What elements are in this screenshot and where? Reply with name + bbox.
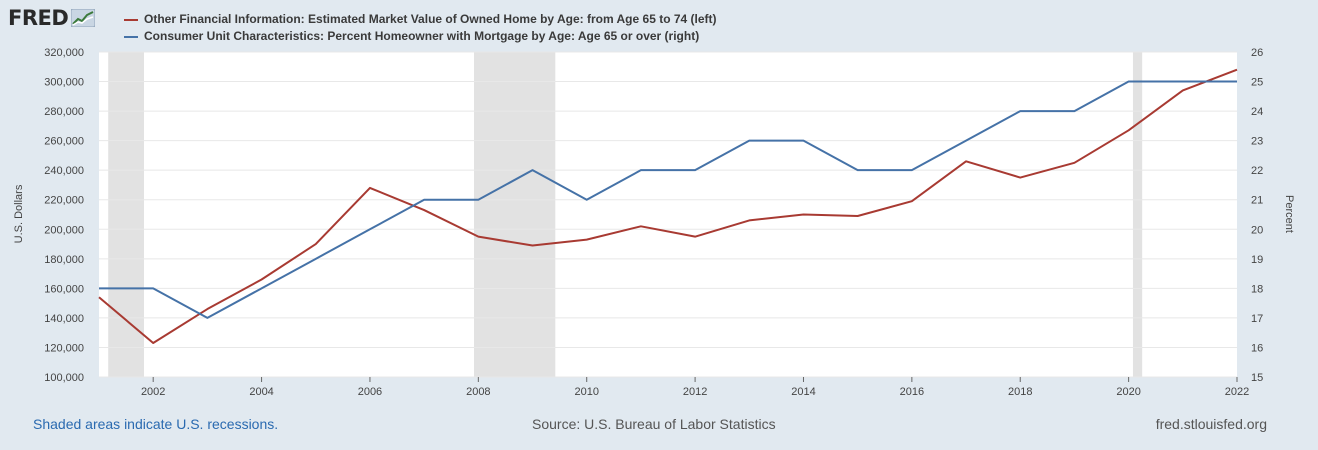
recession-band [1132, 52, 1143, 377]
x-tick-label: 2010 [574, 386, 598, 398]
x-tick-label: 2020 [1116, 386, 1140, 398]
logo-text: FRED [8, 6, 69, 30]
y-tick-label-right: 24 [1251, 106, 1263, 118]
right-axis-ticks: 15 16 17 18 19 20 21 22 23 24 25 26 [1251, 47, 1263, 384]
legend-label: Other Financial Information: Estimated M… [144, 12, 717, 26]
recession-band [108, 52, 144, 377]
legend-swatch-red [124, 18, 138, 21]
y-tick-label-right: 15 [1251, 372, 1263, 384]
y-tick-label-left: 260,000 [44, 136, 84, 148]
y-tick-label-left: 200,000 [44, 224, 84, 236]
chart: 100,000 120,000 140,000 160,000 180,000 200,0… [13, 47, 1295, 398]
y-tick-label-right: 26 [1251, 47, 1263, 59]
legend-label: Consumer Unit Characteristics: Percent H… [144, 29, 700, 43]
x-tick-label: 2004 [249, 386, 273, 398]
y-tick-label-right: 21 [1251, 195, 1263, 207]
y-tick-label-left: 160,000 [44, 283, 84, 295]
legend-swatch-blue [124, 35, 138, 38]
legend: Other Financial Information: Estimated M… [124, 11, 717, 45]
y-tick-label-left: 300,000 [44, 77, 84, 89]
y-tick-label-right: 18 [1251, 283, 1263, 295]
y-tick-label-left: 180,000 [44, 254, 84, 266]
y-tick-label-left: 280,000 [44, 106, 84, 118]
x-tick-label: 2016 [900, 386, 924, 398]
y-tick-label-right: 20 [1251, 224, 1263, 236]
y-tick-label-left: 100,000 [44, 372, 84, 384]
y-tick-label-right: 16 [1251, 342, 1263, 354]
left-axis-title: U.S. Dollars [13, 184, 25, 243]
x-tick-label: 2022 [1225, 386, 1249, 398]
x-tick-label: 2018 [1008, 386, 1032, 398]
legend-item-mortgage-percent[interactable]: Consumer Unit Characteristics: Percent H… [124, 28, 717, 45]
recession-shading [108, 52, 1143, 377]
fred-logo[interactable]: FRED [8, 6, 96, 30]
left-axis-ticks: 100,000 120,000 140,000 160,000 180,000 200,0… [44, 47, 84, 384]
source-text: Source: U.S. Bureau of Labor Statistics [532, 416, 776, 432]
y-tick-label-left: 240,000 [44, 165, 84, 177]
series-line-mortgage-percent[interactable] [99, 80, 1237, 319]
recession-band [473, 52, 556, 377]
y-tick-label-right: 25 [1251, 77, 1263, 89]
x-tick-label: 2002 [141, 386, 165, 398]
site-url[interactable]: fred.stlouisfed.org [1155, 416, 1267, 432]
legend-item-home-value[interactable]: Other Financial Information: Estimated M… [124, 11, 717, 28]
x-tick-label: 2006 [358, 386, 382, 398]
plot-area [99, 52, 1237, 377]
recessions-note-link[interactable]: Shaded areas indicate U.S. recessions. [33, 416, 279, 432]
y-tick-label-left: 120,000 [44, 342, 84, 354]
x-tick-label: 2012 [683, 386, 707, 398]
x-axis-ticks: 2002 2004 2006 2008 2010 2012 2014 2016 2018 2020… [141, 377, 1249, 398]
y-tick-label-left: 140,000 [44, 313, 84, 325]
trend-chart-icon [71, 9, 96, 27]
y-tick-label-left: 320,000 [44, 47, 84, 59]
y-tick-label-right: 22 [1251, 165, 1263, 177]
right-axis-title: Percent [1283, 195, 1295, 233]
y-tick-label-left: 220,000 [44, 195, 84, 207]
series-lines[interactable] [98, 68, 1238, 345]
y-tick-label-right: 19 [1251, 254, 1263, 266]
y-tick-label-right: 17 [1251, 313, 1263, 325]
y-tick-label-right: 23 [1251, 136, 1263, 148]
series-line-home-value[interactable] [98, 68, 1238, 345]
x-tick-label: 2008 [466, 386, 490, 398]
x-tick-label: 2014 [791, 386, 815, 398]
